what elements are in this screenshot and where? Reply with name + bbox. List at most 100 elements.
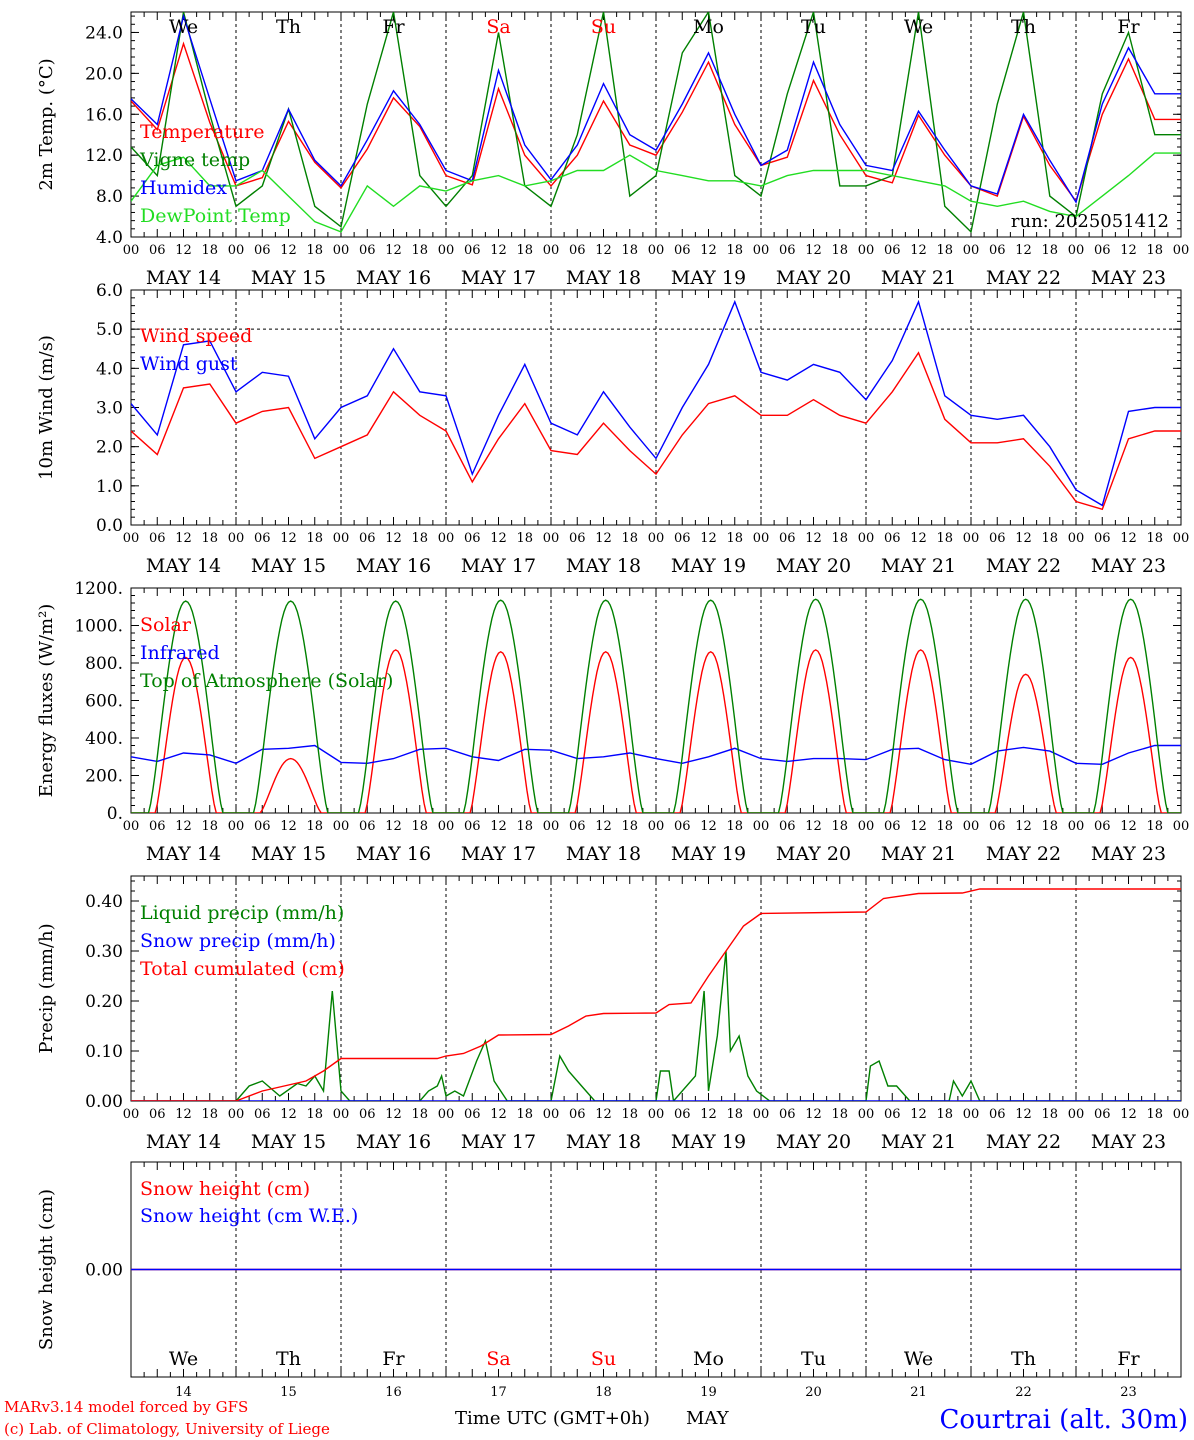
hour-tick-label: 06: [149, 1107, 166, 1122]
day-number-label: 22: [1015, 1385, 1032, 1400]
y-tick-label: 1000.: [74, 617, 123, 637]
date-label: MAY 21: [881, 843, 956, 865]
y-axis-label: 10m Wind (m/s): [36, 335, 57, 480]
legend-entry: Temperature: [140, 121, 264, 143]
panel-wind: [130, 289, 1182, 526]
y-tick-label: 0.: [107, 804, 123, 824]
hour-tick-label: 00: [543, 243, 560, 258]
hour-tick-label: 12: [805, 531, 822, 546]
legend-entry: Wind gust: [140, 353, 238, 375]
y-tick-label: 0.10: [85, 1042, 123, 1062]
date-label: MAY 18: [566, 843, 641, 865]
date-label: MAY 23: [1091, 267, 1166, 289]
hour-tick-label: 18: [516, 531, 533, 546]
hour-tick-label: 06: [359, 1107, 376, 1122]
series-line-total-cumulated-cm-: [131, 888, 1181, 1101]
y-tick-label: 600.: [85, 692, 123, 712]
hour-tick-label: 18: [621, 819, 638, 834]
date-label: MAY 14: [146, 267, 221, 289]
date-label: MAY 17: [461, 267, 536, 289]
y-axis-label: Energy fluxes (W/m²): [36, 604, 57, 798]
run-annotation: run: 2025051412: [1011, 211, 1169, 232]
hour-tick-label: 06: [254, 243, 271, 258]
hour-tick-label: 06: [674, 531, 691, 546]
hour-tick-label: 18: [936, 819, 953, 834]
hour-tick-label: 12: [595, 531, 612, 546]
hour-tick-label: 00: [333, 243, 350, 258]
date-label: MAY 16: [356, 555, 431, 577]
hour-tick-label: 18: [726, 243, 743, 258]
series-line-humidex: [131, 13, 1181, 204]
hour-tick-label: 12: [910, 819, 927, 834]
hour-tick-label: 00: [333, 819, 350, 834]
hour-tick-label: 00: [123, 819, 140, 834]
hour-tick-label: 06: [779, 819, 796, 834]
y-tick-label: 0.00: [85, 1261, 123, 1281]
hour-tick-label: 12: [595, 1107, 612, 1122]
hour-tick-label: 00: [543, 1107, 560, 1122]
hour-tick-label: 18: [201, 243, 218, 258]
hour-tick-label: 18: [726, 531, 743, 546]
y-axis-label: Snow height (cm): [36, 1189, 57, 1350]
legend-entry: Wind speed: [140, 325, 252, 347]
hour-tick-label: 18: [831, 531, 848, 546]
legend-entry: Snow height (cm): [140, 1178, 310, 1200]
hour-tick-label: 18: [831, 243, 848, 258]
hour-tick-label: 12: [805, 243, 822, 258]
panel-temperature: [130, 11, 1182, 238]
date-label: MAY 20: [776, 267, 851, 289]
y-tick-label: 2.0: [96, 438, 123, 458]
plot-frame: [130, 587, 1182, 814]
hour-tick-label: 18: [1041, 531, 1058, 546]
weekday-label: Th: [276, 1348, 301, 1370]
y-tick-label: 400.: [85, 729, 123, 749]
hour-tick-label: 06: [884, 243, 901, 258]
panel-precip: [130, 875, 1182, 1102]
date-label: MAY 21: [881, 267, 956, 289]
hour-tick-label: 00: [333, 531, 350, 546]
hour-tick-label: 12: [280, 531, 297, 546]
weekday-label: Sa: [486, 16, 510, 38]
series-line-vigne-temp: [131, 12, 1181, 234]
hour-tick-label: 18: [411, 243, 428, 258]
hour-tick-label: 12: [175, 819, 192, 834]
date-label: MAY 22: [986, 843, 1061, 865]
hour-tick-label: 12: [385, 819, 402, 834]
hour-tick-label: 06: [569, 243, 586, 258]
legend-entry: Top of Atmosphere (Solar): [140, 670, 393, 692]
weekday-label: Fr: [1117, 16, 1140, 38]
hour-tick-label: 00: [753, 243, 770, 258]
hour-tick-label: 06: [989, 243, 1006, 258]
hour-tick-label: 18: [621, 1107, 638, 1122]
date-label: MAY 19: [671, 555, 746, 577]
series-line-liquid-precip-mm-h-: [131, 950, 1181, 1101]
y-tick-label: 0.40: [85, 892, 123, 912]
hour-tick-label: 18: [201, 1107, 218, 1122]
model-credit: MARv3.14 model forced by GFS: [4, 1398, 248, 1416]
date-label: MAY 16: [356, 1131, 431, 1153]
day-number-label: 18: [595, 1385, 612, 1400]
date-label: MAY 21: [881, 1131, 956, 1153]
hour-tick-label: 06: [569, 819, 586, 834]
series-line-top-of-atmosphere-solar-: [131, 598, 1181, 813]
hour-tick-label: 06: [1094, 1107, 1111, 1122]
hour-tick-label: 00: [1068, 531, 1085, 546]
legend-entry: Infrared: [140, 642, 220, 664]
hour-tick-label: 18: [1041, 243, 1058, 258]
day-number-label: 14: [175, 1385, 192, 1400]
y-tick-label: 1.0: [96, 477, 123, 497]
weekday-label: Th: [1011, 1348, 1036, 1370]
hour-tick-label: 12: [700, 243, 717, 258]
hour-tick-label: 00: [963, 819, 980, 834]
hour-tick-label: 06: [779, 1107, 796, 1122]
weekday-label: Th: [276, 16, 301, 38]
date-label: MAY 22: [986, 267, 1061, 289]
y-tick-label: 5.0: [96, 320, 123, 340]
weekday-label: Tu: [801, 16, 826, 38]
day-number-label: 23: [1120, 1385, 1137, 1400]
date-label: MAY 19: [671, 1131, 746, 1153]
weekday-label: Th: [1011, 16, 1036, 38]
hour-tick-label: 06: [1094, 819, 1111, 834]
date-label: MAY 20: [776, 843, 851, 865]
